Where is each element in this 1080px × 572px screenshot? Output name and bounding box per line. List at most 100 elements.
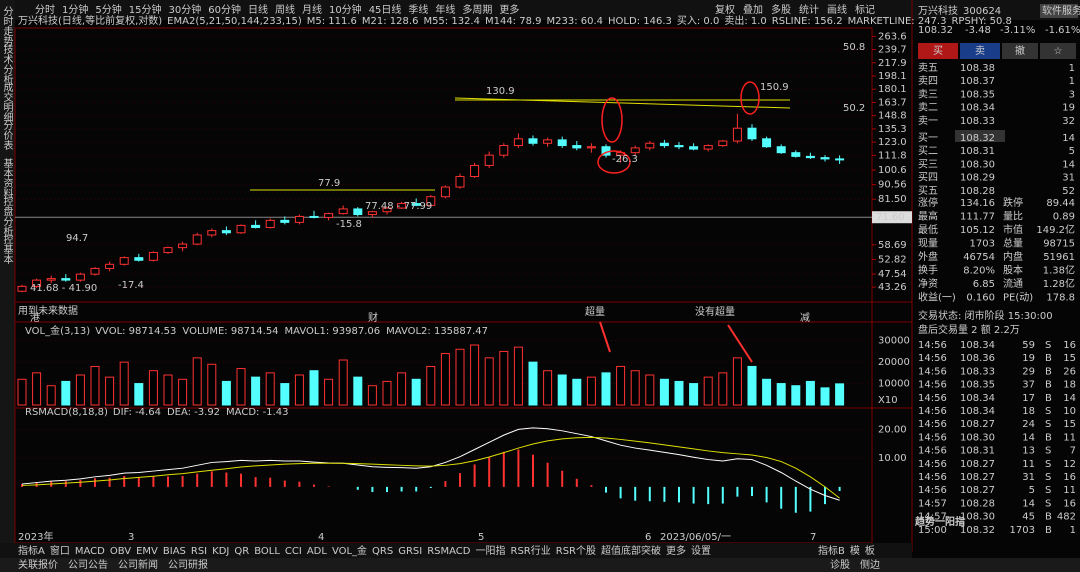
- tool-tab[interactable]: 标记: [855, 4, 875, 16]
- period-tab[interactable]: 日线: [248, 3, 268, 16]
- period-tab[interactable]: 多周期: [462, 3, 492, 16]
- indicator-tab[interactable]: CCI: [285, 546, 302, 557]
- period-tab[interactable]: 季线: [408, 3, 428, 16]
- book-label: 买四: [918, 172, 938, 184]
- trade-button[interactable]: 卖: [975, 45, 985, 57]
- side-tab[interactable]: 分时走势: [1, 6, 13, 47]
- indicator-tab[interactable]: 指标A: [18, 544, 45, 557]
- indicator-tab[interactable]: BIAS: [163, 546, 186, 557]
- period-tab[interactable]: 45日线: [369, 3, 402, 16]
- indicator-tab[interactable]: 窗口: [50, 544, 70, 557]
- side-tab[interactable]: 控盘分析: [1, 195, 13, 237]
- volume-bar: [119, 361, 129, 406]
- indicator-value: RSLINE: 156.2: [772, 16, 843, 27]
- side-tab[interactable]: 分价表: [1, 120, 13, 151]
- indicator-tab[interactable]: KDJ: [212, 546, 229, 557]
- volume-bar: [499, 350, 509, 406]
- period-tab[interactable]: 月线: [302, 3, 322, 16]
- indicator-tab[interactable]: RSMACD: [427, 546, 471, 557]
- y-tick-label: 43.26: [878, 282, 907, 293]
- indicator-tab[interactable]: 指标B: [818, 544, 845, 557]
- indicator-value: RPSHY: 50.8: [951, 16, 1011, 27]
- tool-tab[interactable]: 复权: [715, 3, 735, 16]
- indicator-tab[interactable]: 一阳指: [476, 544, 506, 557]
- tool-tab[interactable]: 画线: [827, 3, 847, 16]
- indicator-tab[interactable]: MACD: [75, 546, 105, 557]
- status-tab[interactable]: 公司新闻: [118, 558, 158, 571]
- stat-label: 市值: [1003, 223, 1023, 236]
- trade-button[interactable]: ☆: [1054, 46, 1063, 57]
- status-tab[interactable]: 侧边: [860, 558, 880, 571]
- period-tab[interactable]: 分时: [35, 4, 55, 16]
- indicator-tab[interactable]: BOLL: [254, 546, 280, 557]
- period-tab[interactable]: 60分钟: [208, 3, 241, 16]
- indicator-tab[interactable]: OBV: [110, 546, 131, 557]
- stat-label: 外盘: [918, 250, 938, 263]
- indicator-tab[interactable]: EMV: [136, 546, 158, 557]
- stat-label: 收益(一): [918, 291, 956, 304]
- volume-bar: [207, 363, 217, 406]
- tool-tab[interactable]: 多股: [771, 3, 791, 16]
- indicator-tab[interactable]: RSR个股: [556, 545, 596, 557]
- indicator-tab[interactable]: QR: [234, 546, 249, 557]
- indicator-tab[interactable]: 设置: [691, 545, 711, 557]
- period-tab[interactable]: 更多: [499, 3, 519, 16]
- x-tick-label: 6: [645, 532, 651, 543]
- volume-bar: [163, 374, 173, 406]
- after-hours: 盘后交易量 2 额 2.2万: [918, 323, 1020, 336]
- tool-tab[interactable]: 统计: [799, 3, 819, 16]
- annotation: 94.7: [66, 233, 88, 244]
- indicator-tab[interactable]: 板: [865, 544, 875, 557]
- indicator-tab[interactable]: 更多: [666, 544, 686, 557]
- annotation: -26.3: [612, 154, 638, 165]
- period-tab[interactable]: 10分钟: [329, 3, 362, 16]
- indicator-tab[interactable]: GRSI: [398, 546, 422, 557]
- arrow: [599, 321, 611, 353]
- trade-button[interactable]: 买: [933, 45, 943, 57]
- indicator-tab[interactable]: 模: [850, 545, 860, 557]
- volume-bar: [178, 378, 188, 406]
- indicator-tab[interactable]: ADL: [307, 546, 328, 557]
- stat-value: 8.20%: [963, 266, 995, 277]
- candle-body: [163, 247, 173, 254]
- period-tab[interactable]: 年线: [435, 3, 455, 16]
- tick-volume: 17: [1022, 393, 1035, 404]
- last-price: 108.32: [918, 25, 953, 36]
- side-tab[interactable]: 成交明细: [1, 82, 13, 122]
- tick-count: 16: [1063, 472, 1076, 483]
- tool-tab[interactable]: 叠加: [743, 4, 763, 16]
- status-tab[interactable]: 关联报价: [18, 558, 58, 571]
- stat-value: 149.2亿: [1036, 223, 1075, 236]
- indicator-tab[interactable]: RSI: [191, 546, 207, 557]
- indicator-tab[interactable]: RSR行业: [511, 544, 551, 557]
- volume-bar: [353, 376, 363, 406]
- annotation: 50.2: [843, 103, 865, 114]
- status-tab[interactable]: 诊股: [830, 558, 850, 571]
- indicator-tab[interactable]: QRS: [372, 546, 393, 557]
- volume-bar: [586, 376, 596, 406]
- trade-button[interactable]: 撤: [1015, 44, 1025, 57]
- side-tab[interactable]: 控基本: [1, 233, 13, 265]
- annotation: 超量: [585, 305, 605, 318]
- stat-label: PE(动): [1003, 292, 1033, 304]
- book-volume: 31: [1062, 173, 1075, 184]
- y-tick-label: 47.54: [878, 269, 907, 280]
- status-tab[interactable]: 公司公告: [68, 558, 108, 571]
- volume-bar: [251, 376, 261, 406]
- status-tab[interactable]: 公司研报: [168, 558, 208, 571]
- period-tab[interactable]: 5分钟: [95, 3, 121, 16]
- side-tab[interactable]: 基本资料: [1, 157, 13, 199]
- indicator-tab[interactable]: 超值底部突破: [601, 544, 661, 557]
- annotation: 港: [30, 312, 40, 324]
- period-tab[interactable]: 30分钟: [168, 3, 201, 16]
- volume-bar: [674, 380, 684, 406]
- side-tab[interactable]: 技术分析: [1, 43, 13, 85]
- indicator-value: HOLD: 146.3: [608, 16, 672, 27]
- period-tab[interactable]: 1分钟: [62, 3, 88, 16]
- tick-count: 12: [1063, 459, 1076, 470]
- period-tab[interactable]: 15分钟: [129, 3, 162, 16]
- candle-body: [207, 230, 217, 236]
- period-tab[interactable]: 周线: [275, 3, 295, 16]
- indicator-tab[interactable]: VOL_金: [332, 544, 367, 557]
- stat-value: 0.89: [1053, 212, 1075, 223]
